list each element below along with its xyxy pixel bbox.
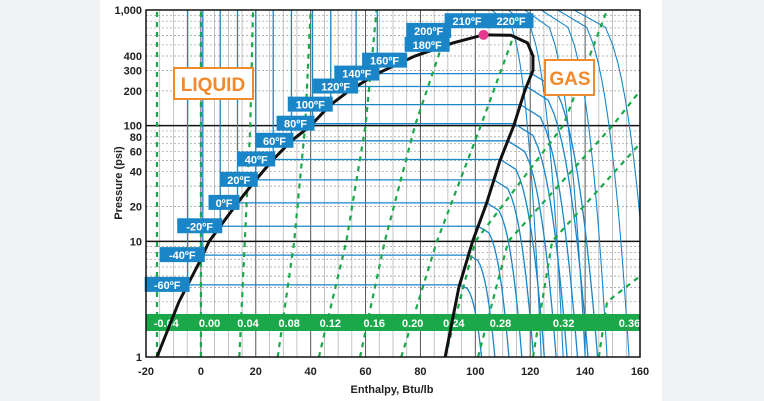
x-tick-label: 0 — [198, 366, 204, 378]
x-tick-label: 100 — [466, 366, 484, 378]
entropy-label: 0.16 — [364, 318, 385, 330]
isotherm-label-box — [334, 65, 380, 81]
y-tick-label: 40 — [130, 167, 142, 179]
y-tick-label: 20 — [130, 202, 142, 214]
y-tick-label: 60 — [130, 146, 142, 158]
isotherm-label-box — [406, 22, 452, 38]
isotherm-label-box — [177, 218, 223, 234]
isotherm-label: 20ºF — [227, 175, 250, 187]
liquid-region-label: LIQUID — [181, 75, 245, 96]
entropy-label: 0.28 — [490, 318, 511, 330]
entropy-label: 0.36 — [619, 318, 640, 330]
entropy-label: 0.00 — [199, 318, 220, 330]
plot-frame — [145, 9, 641, 358]
y-tick-label: 100 — [124, 121, 142, 133]
isotherm-label: 100ºF — [296, 100, 325, 112]
entropy-line — [276, 9, 312, 358]
entropy-label: 0.24 — [443, 318, 465, 330]
x-tick-label: -20 — [138, 366, 154, 378]
entropy-band — [146, 314, 640, 331]
entropy-line — [444, 9, 609, 358]
x-tick-label: 20 — [250, 366, 262, 378]
isotherm-label: 180ºF — [413, 40, 442, 52]
critical-point — [478, 29, 489, 40]
isotherm-line — [355, 10, 589, 358]
isotherm-line-supercritical — [507, 9, 564, 358]
isotherm-label-box — [255, 132, 294, 148]
y-tick-label: 10 — [130, 236, 142, 248]
isotherm-label: 0ºF — [216, 198, 233, 210]
isotherm-line — [330, 10, 579, 358]
isotherm-label: 160ºF — [370, 56, 399, 68]
isotherm-label-box — [276, 115, 315, 131]
entropy-label: 0.32 — [553, 318, 574, 330]
isotherm-line-supercritical — [491, 9, 542, 358]
x-tick-label: 140 — [576, 366, 594, 378]
isotherm-label-box — [237, 151, 276, 167]
entropy-label: 0.20 — [402, 318, 423, 330]
isotherm-label-box — [159, 247, 205, 263]
isotherm-label: 220ºF — [496, 16, 525, 28]
isotherm-label: 120ºF — [321, 82, 350, 94]
isotherm-label: -20ºF — [186, 221, 213, 233]
x-axis-label: Enthalpy, Btu/lb — [351, 384, 434, 396]
x-tick-label: 40 — [305, 366, 317, 378]
y-tick-label: 400 — [124, 51, 142, 63]
isotherm-label-box — [362, 52, 408, 68]
x-tick-label: 160 — [631, 366, 649, 378]
isotherm-label: -40ºF — [169, 250, 196, 262]
isotherm-label: -60ºF — [154, 280, 181, 292]
isotherm-label: 80ºF — [284, 119, 307, 131]
isotherm-label-box — [444, 13, 490, 29]
x-tick-label: 60 — [359, 366, 371, 378]
entropy-label: 0.04 — [237, 318, 259, 330]
isotherm-label-box — [208, 194, 240, 210]
entropy-label: 0.08 — [278, 318, 299, 330]
y-tick-label: 1,000 — [114, 5, 142, 17]
y-tick-label: 1 — [136, 352, 142, 364]
isotherm-label-box — [287, 96, 333, 112]
y-axis-label: Pressure (psi) — [113, 146, 125, 220]
isotherm-label-box — [313, 78, 359, 94]
isotherm-label-box — [404, 36, 450, 52]
axes: -20 0 20 40 60 80 100 120 140 1601102040608010020… — [114, 5, 649, 378]
isotherm-line — [202, 10, 496, 358]
isotherm-label-box — [488, 13, 534, 29]
entropy-line — [597, 275, 641, 358]
gas-label-box — [544, 59, 595, 96]
isotherm-label-box — [219, 171, 258, 187]
entropy-label: -0.04 — [154, 318, 180, 330]
y-tick-label: 200 — [124, 86, 142, 98]
entropy-line — [400, 35, 515, 358]
y-tick-label: 80 — [130, 132, 142, 144]
isotherm-label: 200ºF — [414, 26, 443, 38]
isotherm-line — [219, 10, 510, 358]
liquid-label-box — [173, 67, 254, 100]
gas-region-label: GAS — [549, 69, 590, 90]
entropy-label: 0.12 — [320, 318, 341, 330]
isotherm-line-supercritical — [557, 9, 630, 358]
isotherm-label: 60ºF — [263, 136, 286, 148]
entropy-line — [531, 142, 641, 358]
x-tick-label: 120 — [521, 366, 539, 378]
y-tick-label: 300 — [124, 65, 142, 77]
isotherm-line — [376, 10, 599, 358]
x-tick-label: 80 — [414, 366, 426, 378]
isotherm-label: 40ºF — [245, 154, 268, 166]
entropy-label-band: -0.04 0.00 0.04 0.08 0.12 0.16 0.20 0.24 0.28 0.3… — [146, 314, 640, 331]
isotherm-label-box — [144, 276, 190, 292]
isotherm-label: 210ºF — [453, 16, 482, 28]
isotherm-label: 140ºF — [342, 69, 371, 81]
